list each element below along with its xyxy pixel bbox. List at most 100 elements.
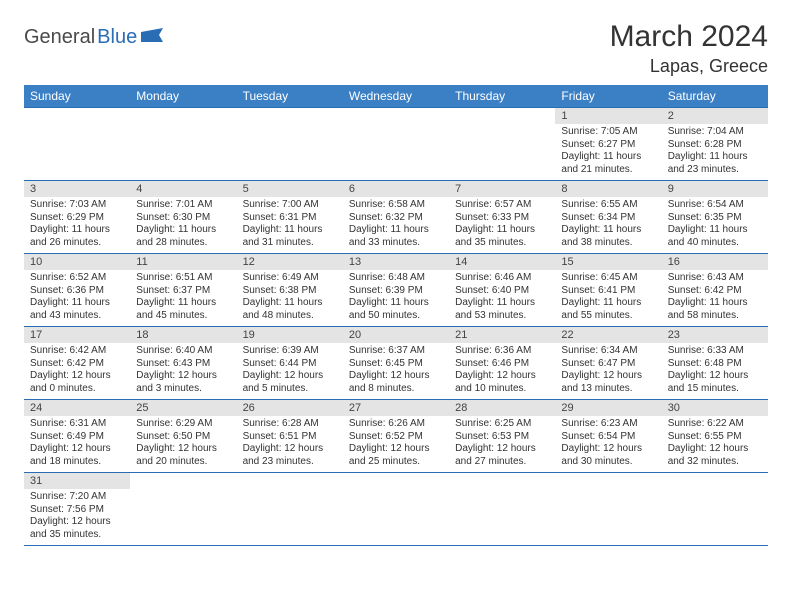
flag-icon (141, 28, 163, 47)
daylight-text: Daylight: 12 hours and 30 minutes. (561, 443, 655, 468)
sunset-text: Sunset: 6:38 PM (243, 285, 337, 298)
sunrise-text: Sunrise: 6:26 AM (349, 418, 443, 431)
daylight-text: Daylight: 12 hours and 15 minutes. (668, 370, 762, 395)
day-number-cell: 7 (449, 181, 555, 198)
sunrise-text: Sunrise: 6:34 AM (561, 345, 655, 358)
sunrise-text: Sunrise: 6:58 AM (349, 199, 443, 212)
day-detail-cell (555, 489, 661, 546)
day-detail-cell: Sunrise: 6:52 AMSunset: 6:36 PMDaylight:… (24, 270, 130, 327)
day-number-cell: 31 (24, 473, 130, 490)
sunset-text: Sunset: 6:27 PM (561, 139, 655, 152)
day-number-cell (24, 108, 130, 125)
day-detail-row: Sunrise: 7:03 AMSunset: 6:29 PMDaylight:… (24, 197, 768, 254)
daylight-text: Daylight: 11 hours and 53 minutes. (455, 297, 549, 322)
day-detail-cell: Sunrise: 6:49 AMSunset: 6:38 PMDaylight:… (237, 270, 343, 327)
logo-text-blue: Blue (97, 26, 137, 49)
day-detail-cell: Sunrise: 6:28 AMSunset: 6:51 PMDaylight:… (237, 416, 343, 473)
sunrise-text: Sunrise: 6:42 AM (30, 345, 124, 358)
daylight-text: Daylight: 12 hours and 18 minutes. (30, 443, 124, 468)
day-detail-cell: Sunrise: 6:48 AMSunset: 6:39 PMDaylight:… (343, 270, 449, 327)
daylight-text: Daylight: 11 hours and 45 minutes. (136, 297, 230, 322)
sunset-text: Sunset: 6:34 PM (561, 212, 655, 225)
day-number-cell: 23 (662, 327, 768, 344)
daylight-text: Daylight: 11 hours and 48 minutes. (243, 297, 337, 322)
sunrise-text: Sunrise: 6:23 AM (561, 418, 655, 431)
logo-text-general: General (24, 26, 95, 49)
day-number-cell: 29 (555, 400, 661, 417)
sunset-text: Sunset: 6:50 PM (136, 431, 230, 444)
sunset-text: Sunset: 6:51 PM (243, 431, 337, 444)
day-detail-cell: Sunrise: 6:36 AMSunset: 6:46 PMDaylight:… (449, 343, 555, 400)
day-number-row: 10111213141516 (24, 254, 768, 271)
calendar-page: GeneralBlue March 2024 Lapas, Greece Sun… (0, 0, 792, 566)
daylight-text: Daylight: 12 hours and 8 minutes. (349, 370, 443, 395)
day-number-cell: 15 (555, 254, 661, 271)
day-number-cell: 17 (24, 327, 130, 344)
day-number-cell: 12 (237, 254, 343, 271)
daylight-text: Daylight: 11 hours and 43 minutes. (30, 297, 124, 322)
sunset-text: Sunset: 6:37 PM (136, 285, 230, 298)
sunrise-text: Sunrise: 6:29 AM (136, 418, 230, 431)
day-number-cell: 28 (449, 400, 555, 417)
sunrise-text: Sunrise: 6:45 AM (561, 272, 655, 285)
sunset-text: Sunset: 6:36 PM (30, 285, 124, 298)
day-number-cell: 27 (343, 400, 449, 417)
day-number-cell: 1 (555, 108, 661, 125)
day-number-cell: 6 (343, 181, 449, 198)
day-detail-row: Sunrise: 6:52 AMSunset: 6:36 PMDaylight:… (24, 270, 768, 327)
daylight-text: Daylight: 12 hours and 20 minutes. (136, 443, 230, 468)
day-number-cell: 11 (130, 254, 236, 271)
calendar-body: 12Sunrise: 7:05 AMSunset: 6:27 PMDayligh… (24, 108, 768, 546)
sunset-text: Sunset: 6:35 PM (668, 212, 762, 225)
day-detail-cell: Sunrise: 6:55 AMSunset: 6:34 PMDaylight:… (555, 197, 661, 254)
daylight-text: Daylight: 12 hours and 23 minutes. (243, 443, 337, 468)
day-detail-cell (130, 489, 236, 546)
day-detail-cell (343, 124, 449, 181)
sunset-text: Sunset: 7:56 PM (30, 504, 124, 517)
day-detail-cell: Sunrise: 6:58 AMSunset: 6:32 PMDaylight:… (343, 197, 449, 254)
day-number-cell: 3 (24, 181, 130, 198)
day-number-row: 3456789 (24, 181, 768, 198)
daylight-text: Daylight: 12 hours and 0 minutes. (30, 370, 124, 395)
sunrise-text: Sunrise: 7:05 AM (561, 126, 655, 139)
day-number-cell (555, 473, 661, 490)
day-number-cell: 22 (555, 327, 661, 344)
day-detail-cell (237, 489, 343, 546)
day-detail-cell: Sunrise: 6:34 AMSunset: 6:47 PMDaylight:… (555, 343, 661, 400)
day-number-cell: 30 (662, 400, 768, 417)
day-number-cell: 19 (237, 327, 343, 344)
daylight-text: Daylight: 12 hours and 3 minutes. (136, 370, 230, 395)
day-detail-cell: Sunrise: 6:42 AMSunset: 6:42 PMDaylight:… (24, 343, 130, 400)
daylight-text: Daylight: 11 hours and 21 minutes. (561, 151, 655, 176)
day-number-row: 31 (24, 473, 768, 490)
sunrise-text: Sunrise: 7:20 AM (30, 491, 124, 504)
day-number-cell (237, 108, 343, 125)
daylight-text: Daylight: 11 hours and 28 minutes. (136, 224, 230, 249)
day-number-cell: 16 (662, 254, 768, 271)
sunset-text: Sunset: 6:52 PM (349, 431, 443, 444)
day-detail-row: Sunrise: 6:31 AMSunset: 6:49 PMDaylight:… (24, 416, 768, 473)
sunrise-text: Sunrise: 6:52 AM (30, 272, 124, 285)
day-number-cell (449, 473, 555, 490)
day-detail-cell: Sunrise: 6:26 AMSunset: 6:52 PMDaylight:… (343, 416, 449, 473)
sunset-text: Sunset: 6:28 PM (668, 139, 762, 152)
day-detail-cell: Sunrise: 7:01 AMSunset: 6:30 PMDaylight:… (130, 197, 236, 254)
sunset-text: Sunset: 6:45 PM (349, 358, 443, 371)
day-detail-cell: Sunrise: 6:25 AMSunset: 6:53 PMDaylight:… (449, 416, 555, 473)
day-detail-cell: Sunrise: 6:57 AMSunset: 6:33 PMDaylight:… (449, 197, 555, 254)
sunset-text: Sunset: 6:47 PM (561, 358, 655, 371)
sunset-text: Sunset: 6:39 PM (349, 285, 443, 298)
daylight-text: Daylight: 12 hours and 35 minutes. (30, 516, 124, 541)
day-detail-cell: Sunrise: 6:31 AMSunset: 6:49 PMDaylight:… (24, 416, 130, 473)
day-detail-cell: Sunrise: 6:43 AMSunset: 6:42 PMDaylight:… (662, 270, 768, 327)
daylight-text: Daylight: 11 hours and 26 minutes. (30, 224, 124, 249)
weekday-header: Thursday (449, 85, 555, 108)
day-number-cell: 26 (237, 400, 343, 417)
sunrise-text: Sunrise: 6:25 AM (455, 418, 549, 431)
daylight-text: Daylight: 11 hours and 58 minutes. (668, 297, 762, 322)
day-detail-cell: Sunrise: 6:51 AMSunset: 6:37 PMDaylight:… (130, 270, 236, 327)
sunset-text: Sunset: 6:42 PM (30, 358, 124, 371)
day-detail-cell (24, 124, 130, 181)
day-detail-cell: Sunrise: 6:45 AMSunset: 6:41 PMDaylight:… (555, 270, 661, 327)
title-block: March 2024 Lapas, Greece (610, 20, 768, 77)
